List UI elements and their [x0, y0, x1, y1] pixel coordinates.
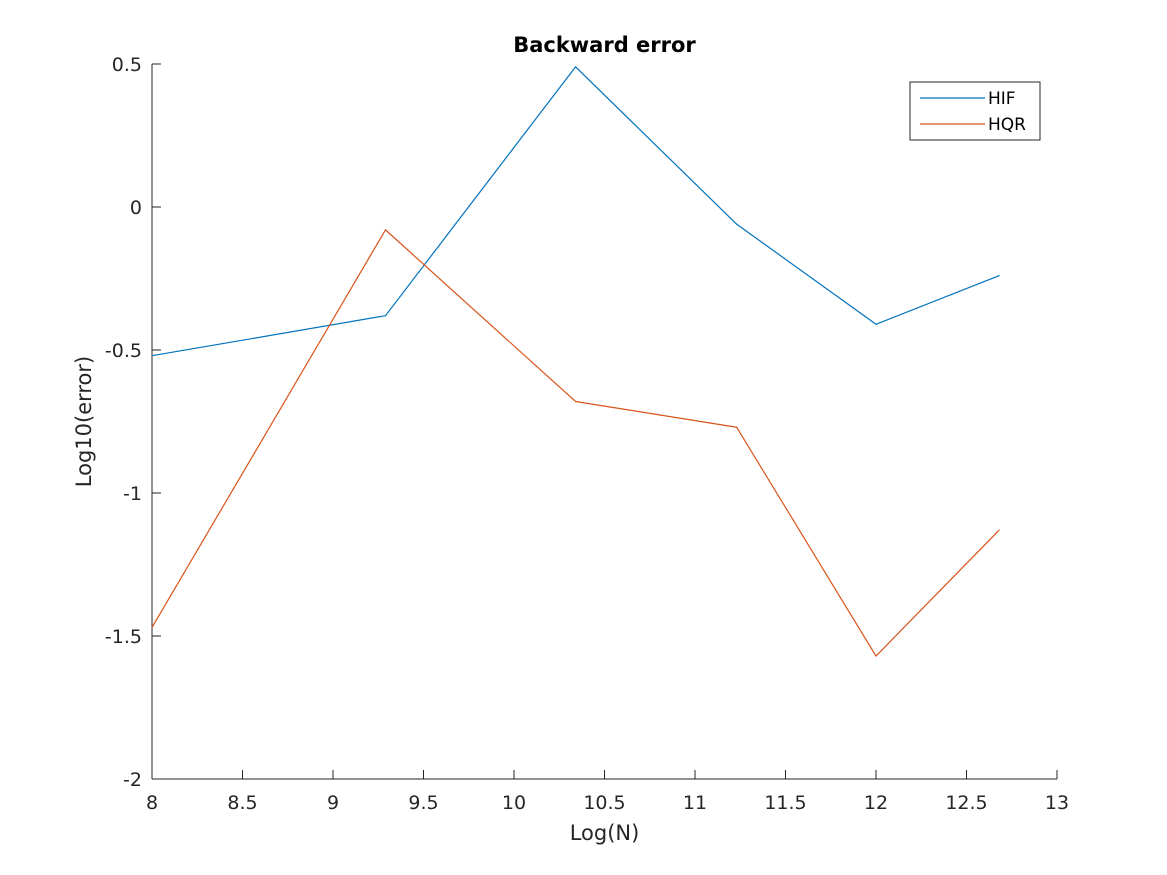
- x-tick-label: 11.5: [764, 792, 806, 814]
- y-tick-label: -1.5: [105, 626, 142, 648]
- y-tick-label: -2: [123, 769, 142, 791]
- series-line-hif: [151, 66, 1000, 357]
- y-tick-label: 0.5: [112, 54, 142, 76]
- chart-title: Backward error: [513, 33, 696, 57]
- data-point-hif: [736, 223, 738, 225]
- x-tick-label: 12.5: [945, 792, 987, 814]
- y-tick-label: -1: [123, 483, 142, 505]
- y-axis-label: Log10(error): [72, 356, 96, 487]
- data-point-hqr: [574, 400, 577, 403]
- legend-label-hqr: HQR: [988, 115, 1026, 135]
- y-tick-label: -0.5: [105, 340, 142, 362]
- data-point-hif: [384, 315, 387, 317]
- x-tick-label: 12: [864, 792, 888, 814]
- data-point-hif: [998, 275, 1000, 277]
- x-tick-label: 13: [1045, 792, 1069, 814]
- data-point-hif: [151, 355, 153, 357]
- x-axis-label: Log(N): [570, 821, 640, 845]
- axes-layer: 8 8.5 9 9.5 10 10.5 11 11.5 12 12.5 13 -2 -1.5 -1 -0.5…: [105, 54, 1069, 814]
- x-tick-label: 10: [502, 792, 526, 814]
- legend-box: [909, 81, 1041, 141]
- legend: HIF HQR: [909, 81, 1041, 141]
- data-point-hqr: [151, 626, 153, 629]
- y-tick-label: 0: [130, 197, 142, 219]
- series-layer: [151, 66, 1000, 657]
- data-point-hqr: [384, 229, 387, 231]
- data-point-hqr: [998, 529, 1000, 531]
- data-point-hqr: [875, 655, 877, 657]
- x-tick-label: 8: [146, 792, 158, 814]
- x-tick-label: 9.5: [408, 792, 438, 814]
- x-tick-label: 8.5: [227, 792, 257, 814]
- data-point-hif: [875, 323, 877, 325]
- data-point-hif: [574, 66, 577, 68]
- series-line-hqr: [151, 229, 1000, 657]
- x-tick-label: 9: [327, 792, 339, 814]
- x-tick-label: 10.5: [583, 792, 625, 814]
- data-point-hqr: [736, 426, 738, 428]
- x-tick-label: 11: [683, 792, 707, 814]
- legend-label-hif: HIF: [988, 89, 1016, 109]
